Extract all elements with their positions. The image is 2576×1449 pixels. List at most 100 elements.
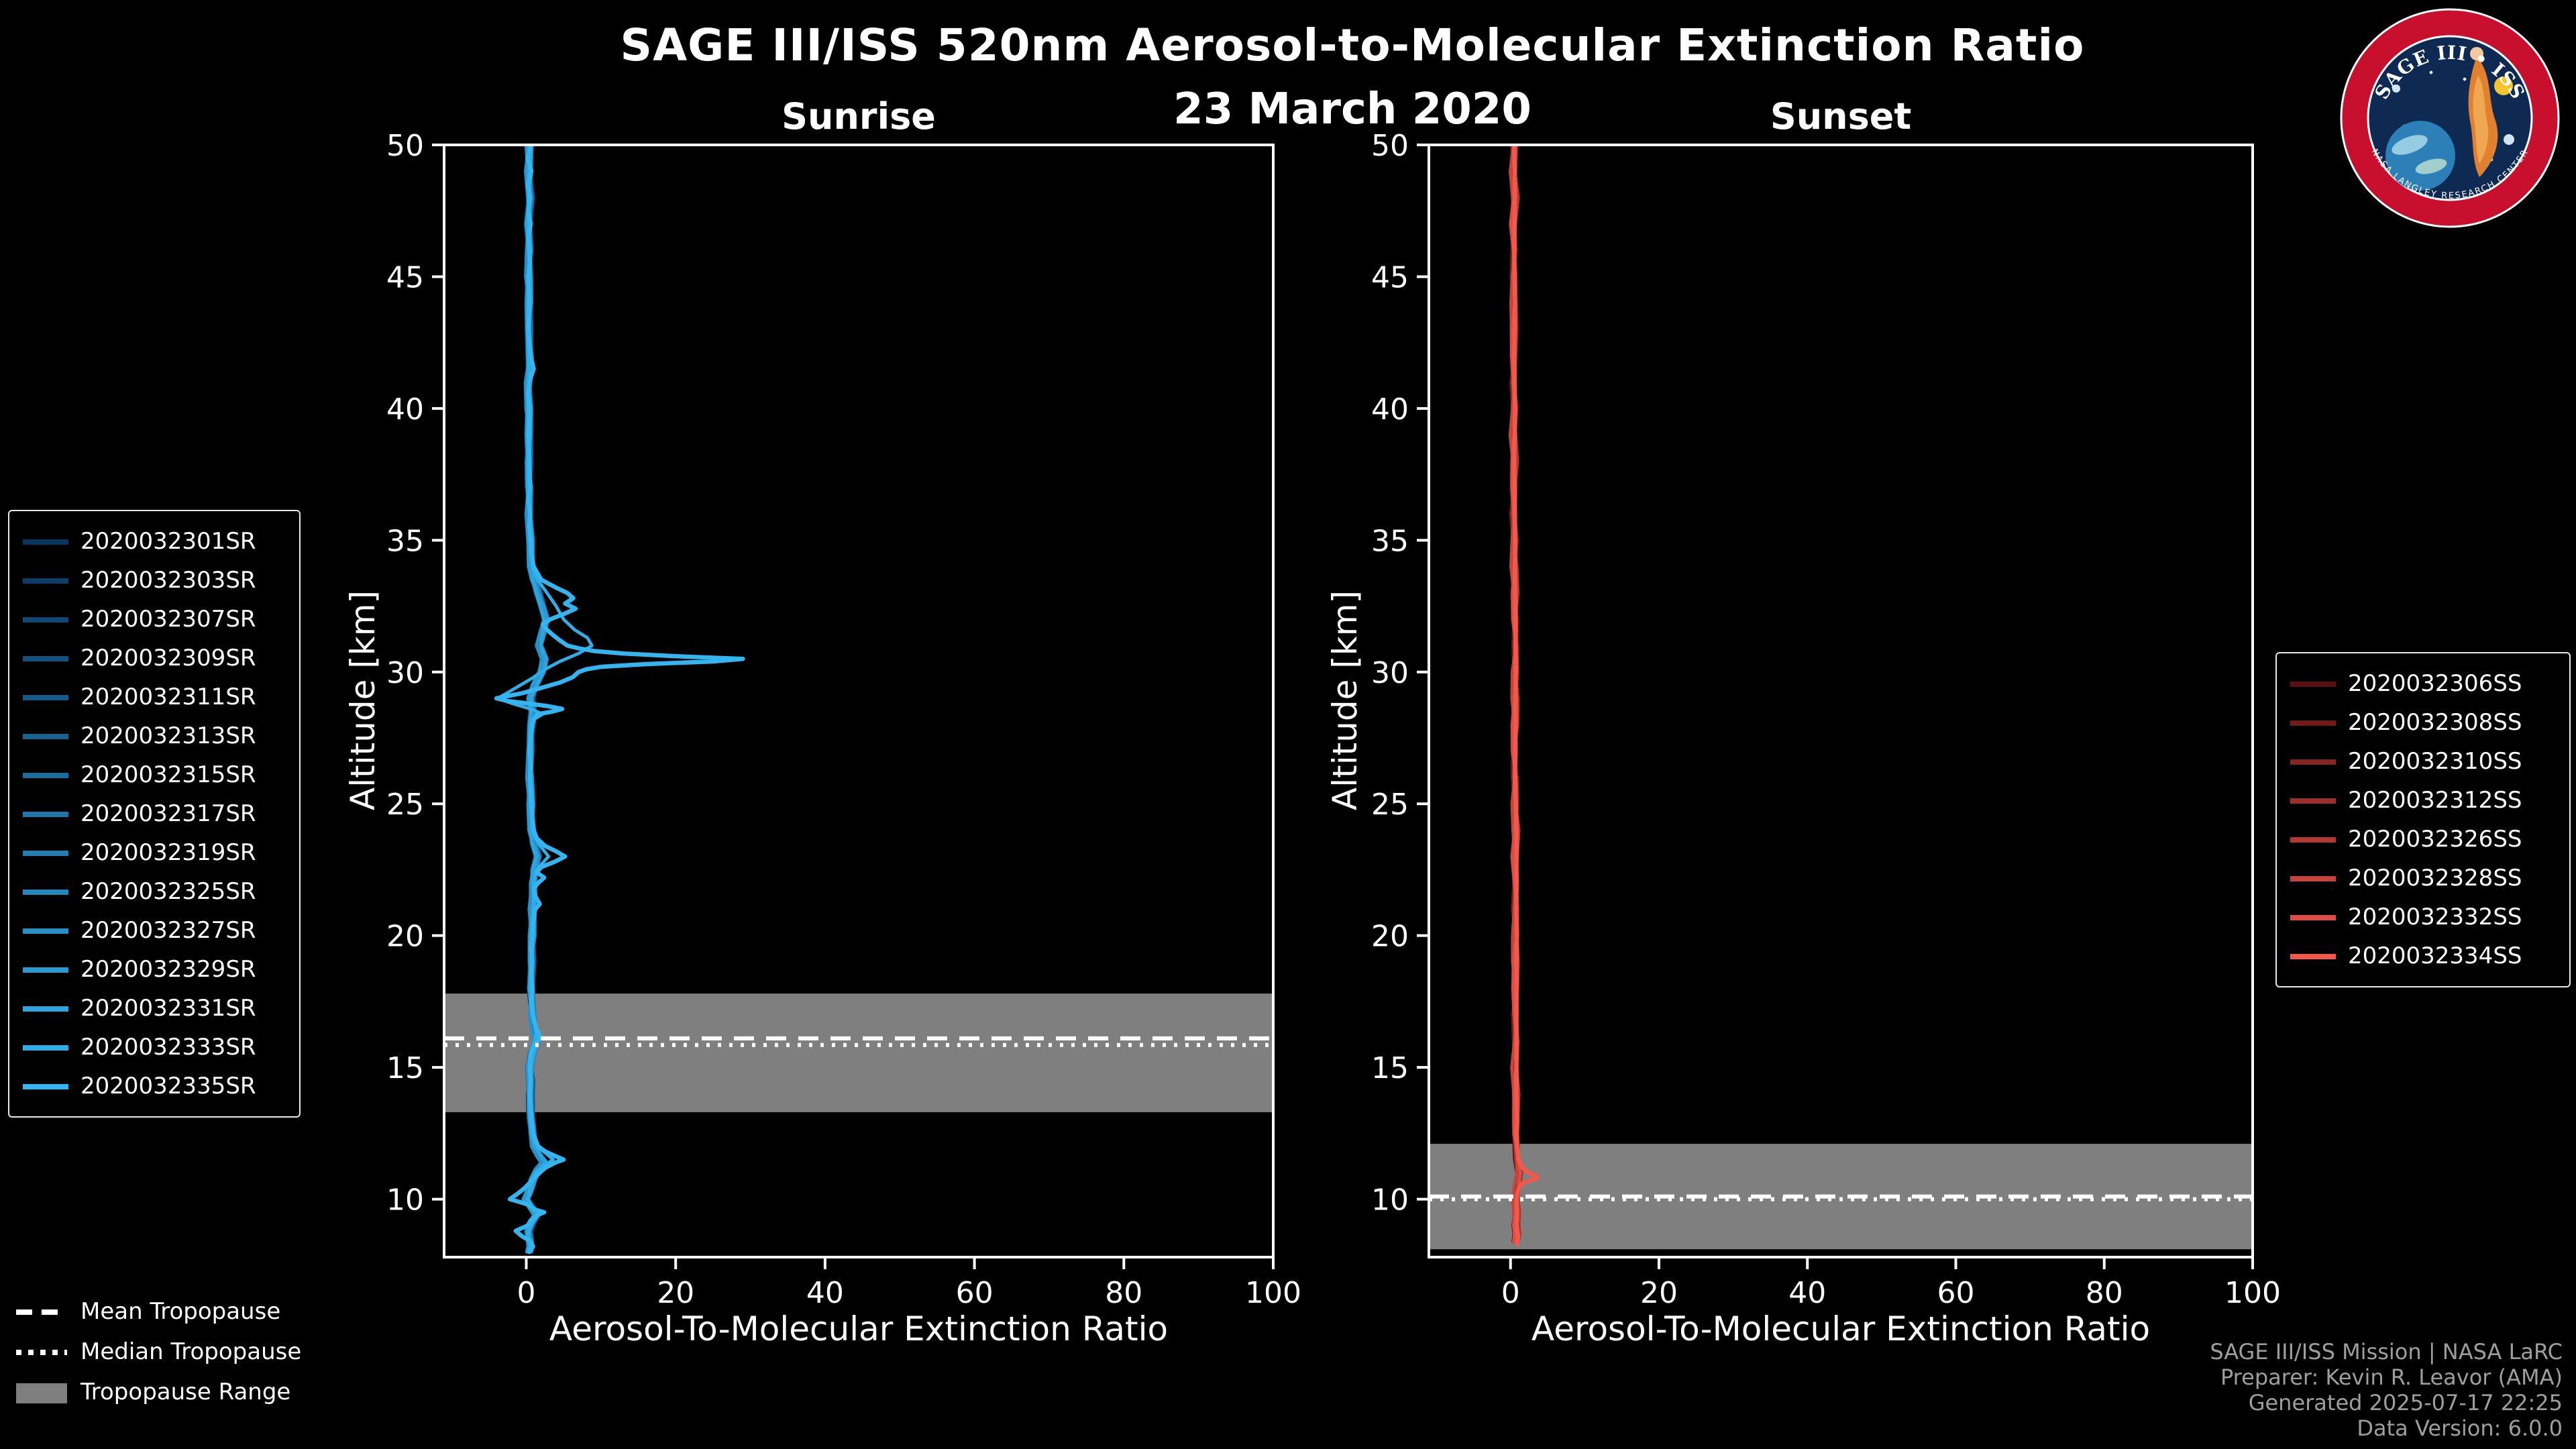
svg-text:35: 35 <box>386 524 424 558</box>
legend-item: 2020032326SS <box>2290 820 2556 859</box>
svg-text:10: 10 <box>386 1183 424 1218</box>
plot-frame <box>1428 144 2254 1258</box>
sunset-panel-title: Sunset <box>1770 97 1912 138</box>
legend-line-swatch <box>23 578 68 583</box>
legend-item: 2020032307SR <box>23 600 286 639</box>
legend-line-swatch <box>23 616 68 622</box>
svg-text:100: 100 <box>1245 1276 1301 1310</box>
x-axis-ticks: 0 20 40 60 80 100 <box>1501 1257 2281 1310</box>
legend-item: 2020032315SR <box>23 755 286 794</box>
svg-text:80: 80 <box>1105 1276 1142 1310</box>
legend-event-label: 2020032332SS <box>2348 904 2522 930</box>
svg-text:35: 35 <box>1371 524 1409 558</box>
legend-event-label: 2020032312SS <box>2348 787 2522 814</box>
svg-text:40: 40 <box>1788 1276 1826 1310</box>
legend-event-label: 2020032309SR <box>80 645 256 672</box>
legend-event-label: 2020032303SR <box>80 567 256 594</box>
legend-item: 2020032327SR <box>23 911 286 950</box>
svg-text:40: 40 <box>386 392 424 427</box>
legend-line-swatch <box>23 772 68 777</box>
svg-text:20: 20 <box>1371 920 1409 954</box>
legend-event-label: 2020032311SR <box>80 684 256 710</box>
legend-item: 2020032328SS <box>2290 859 2556 898</box>
logo-sun <box>2494 76 2513 95</box>
legend-line-swatch <box>23 1006 68 1011</box>
svg-text:40: 40 <box>1371 392 1409 427</box>
legend-line-swatch <box>23 850 68 855</box>
svg-text:10: 10 <box>1371 1183 1409 1218</box>
legend-event-label: 2020032307SR <box>80 606 256 633</box>
svg-text:80: 80 <box>2086 1276 2123 1310</box>
legend-item: 2020032301SR <box>23 522 286 561</box>
svg-text:20: 20 <box>1640 1276 1678 1310</box>
svg-text:30: 30 <box>386 656 424 690</box>
legend-event-label: 2020032333SR <box>80 1034 256 1061</box>
legend-item: 2020032331SR <box>23 989 286 1028</box>
svg-text:45: 45 <box>386 260 424 294</box>
footer-version-line: Data Version: 6.0.0 <box>2357 1415 2563 1441</box>
legend-line-swatch <box>23 733 68 739</box>
legend-line-swatch <box>2290 720 2336 725</box>
legend-event-label: 2020032313SR <box>80 722 256 749</box>
sunset-event-legend: 2020032306SS 2020032308SS 2020032310SS 2020… <box>2275 652 2571 987</box>
dotted-line-swatch <box>16 1350 67 1355</box>
sage-iii-iss-logo: SAGE III • ISS NASA LANGLEY RESEARCH CEN… <box>2337 5 2563 231</box>
legend-line-swatch <box>23 967 68 972</box>
legend-item: 2020032312SS <box>2290 781 2556 820</box>
plot-frame <box>443 144 1275 1258</box>
svg-text:50: 50 <box>1371 129 1409 163</box>
legend-event-label: 2020032306SS <box>2348 670 2522 697</box>
svg-text:0: 0 <box>517 1276 535 1310</box>
svg-text:15: 15 <box>386 1051 424 1085</box>
tropopause-range-legend-item: Tropopause Range <box>16 1373 301 1413</box>
sunset-y-axis-label: Altitude [km] <box>1326 590 1364 810</box>
svg-text:20: 20 <box>657 1276 694 1310</box>
legend-item: 2020032334SS <box>2290 936 2556 975</box>
y-axis-ticks: 10 15 20 25 30 35 40 45 50 <box>1371 129 1429 1218</box>
legend-event-label: 2020032301SR <box>80 528 256 555</box>
legend-line-swatch <box>23 1083 68 1089</box>
tropopause-range-band <box>1429 1144 2253 1250</box>
legend-item: 2020032325SR <box>23 872 286 911</box>
figure-title: SAGE III/ISS 520nm Aerosol-to-Molecular … <box>620 19 2085 71</box>
profile-line <box>1511 145 1540 1246</box>
legend-line-swatch <box>23 539 68 544</box>
legend-line-swatch <box>2290 914 2336 920</box>
legend-event-label: 2020032317SR <box>80 800 256 827</box>
svg-text:0: 0 <box>1501 1276 1520 1310</box>
legend-event-label: 2020032315SR <box>80 761 256 788</box>
svg-text:50: 50 <box>386 129 424 163</box>
median-tropopause-label: Median Tropopause <box>80 1339 302 1366</box>
x-axis-ticks: 0 20 40 60 80 100 <box>517 1257 1301 1310</box>
profile-line <box>494 145 745 1254</box>
legend-line-swatch <box>23 655 68 661</box>
tropopause-range-label: Tropopause Range <box>80 1379 291 1406</box>
tropopause-range-band <box>444 994 1273 1112</box>
dashed-line-swatch <box>16 1309 67 1315</box>
footer-preparer-line: Preparer: Kevin R. Leavor (AMA) <box>2220 1364 2563 1390</box>
legend-item: 2020032308SS <box>2290 703 2556 742</box>
figure-date-subtitle: 23 March 2020 <box>1173 83 1532 134</box>
legend-item: 2020032313SR <box>23 716 286 755</box>
footer-credits: SAGE III/ISS Mission | NASA LaRC Prepare… <box>2210 1339 2563 1441</box>
legend-line-swatch <box>2290 953 2336 959</box>
legend-event-label: 2020032326SS <box>2348 826 2522 853</box>
sunrise-y-axis-label: Altitude [km] <box>343 590 382 810</box>
svg-text:15: 15 <box>1371 1051 1409 1085</box>
legend-line-swatch <box>23 811 68 816</box>
footer-generated-line: Generated 2025-07-17 22:25 <box>2248 1390 2563 1415</box>
legend-event-label: 2020032325SR <box>80 878 256 905</box>
legend-item: 2020032332SS <box>2290 898 2556 936</box>
sunrise-panel-title: Sunrise <box>782 97 936 138</box>
legend-event-label: 2020032329SR <box>80 956 256 983</box>
gray-band-swatch <box>16 1383 67 1403</box>
legend-line-swatch <box>2290 759 2336 764</box>
svg-text:60: 60 <box>1937 1276 1974 1310</box>
footer-mission-line: SAGE III/ISS Mission | NASA LaRC <box>2210 1339 2563 1364</box>
legend-line-swatch <box>23 928 68 933</box>
logo-earth <box>2385 121 2455 191</box>
y-axis-ticks: 10 15 20 25 30 35 40 45 50 <box>386 129 444 1218</box>
sunset-x-axis-label: Aerosol-To-Molecular Extinction Ratio <box>1531 1309 2151 1348</box>
